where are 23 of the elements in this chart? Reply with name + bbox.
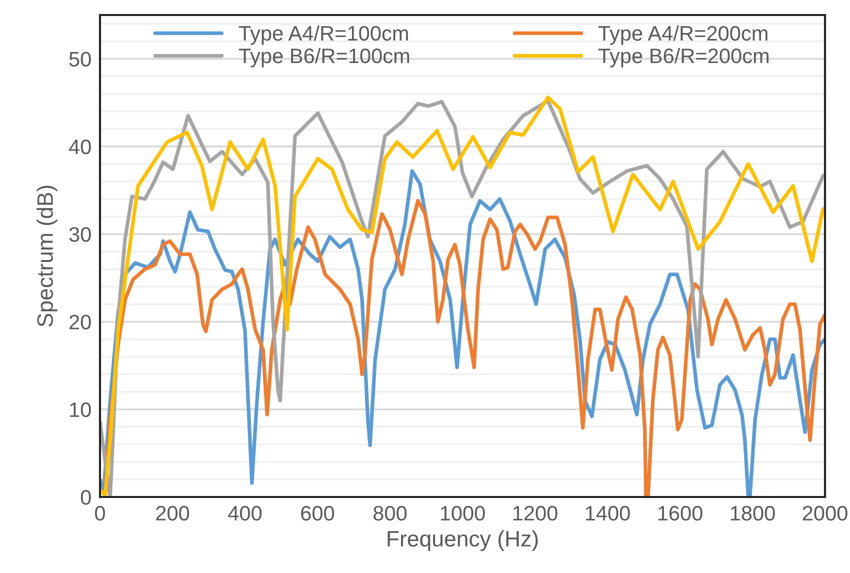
y-axis-title: Spectrum (dB) [36, 186, 58, 327]
x-tick-label: 400 [228, 506, 262, 521]
y-tick-label: 20 [70, 314, 91, 330]
y-tick-label: 40 [68, 139, 91, 154]
x-tick-label: 1600 [658, 506, 702, 521]
legend-label: Type A4/R=200cm [598, 25, 768, 45]
legend-label: Type B6/R=100cm [238, 48, 410, 68]
legend-label: Type B6/R=200cm [598, 48, 769, 68]
x-tick-label: 0 [95, 506, 105, 521]
x-tick-label: 600 [301, 506, 334, 521]
x-tick-label: 800 [374, 506, 407, 521]
y-tick-label: 30 [69, 227, 91, 242]
x-tick-label: 1400 [586, 506, 630, 521]
x-tick-label: 1200 [513, 506, 558, 521]
x-tick-label: 1000 [440, 506, 485, 521]
y-tick-label: 10 [70, 402, 91, 418]
y-tick-label: 50 [69, 52, 91, 67]
x-tick-label: 2000 [802, 506, 848, 521]
x-tick-label: 200 [156, 506, 190, 521]
y-tick-label: 0 [80, 490, 91, 505]
x-axis-title: Frequency (Hz) [388, 530, 538, 552]
x-tick-label: 1800 [730, 506, 775, 521]
legend-label: Type A4/R=100cm [238, 25, 408, 45]
